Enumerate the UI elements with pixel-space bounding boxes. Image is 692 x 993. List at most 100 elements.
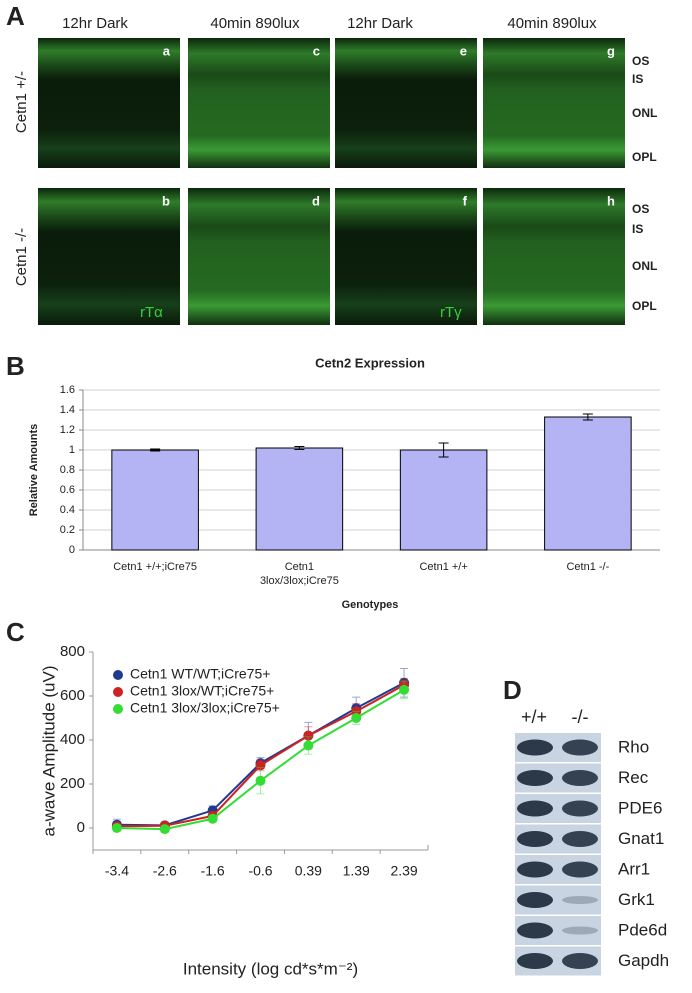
x-tick-label: 2.39 bbox=[390, 863, 417, 879]
y-tick-label: 0.6 bbox=[60, 484, 75, 496]
protein-label: Arr1 bbox=[618, 859, 650, 878]
micrograph bbox=[188, 188, 330, 325]
legend-label: Cetn1 3lox/WT;iCre75+ bbox=[130, 683, 274, 699]
band bbox=[517, 800, 553, 817]
band bbox=[517, 831, 553, 847]
chart-title: Cetn2 Expression bbox=[315, 355, 425, 370]
protein-label: Gapdh bbox=[618, 951, 669, 970]
x-tick-label: 0.39 bbox=[295, 863, 322, 879]
legend-marker bbox=[113, 687, 123, 697]
error-bar bbox=[582, 413, 593, 421]
band bbox=[562, 739, 598, 756]
band bbox=[562, 831, 598, 847]
band bbox=[517, 739, 553, 756]
data-point bbox=[303, 740, 314, 751]
micrograph bbox=[38, 188, 180, 325]
protein-label: Pde6d bbox=[618, 920, 667, 939]
protein-label: Gnat1 bbox=[618, 829, 664, 848]
x-tick-label: 1.39 bbox=[343, 863, 370, 879]
stain-label: rTγ bbox=[440, 304, 462, 321]
data-point bbox=[159, 824, 170, 835]
micrograph bbox=[483, 188, 625, 325]
y-tick-label: 600 bbox=[60, 687, 85, 704]
layer-label: IS bbox=[632, 72, 643, 86]
x-tick-label: -1.6 bbox=[201, 863, 225, 879]
panel-label: D bbox=[503, 675, 522, 705]
y-tick-label: 1 bbox=[69, 444, 75, 456]
column-header: +/+ bbox=[521, 707, 547, 727]
data-point bbox=[351, 713, 362, 723]
protein-label: Grk1 bbox=[618, 890, 655, 909]
legend-marker bbox=[113, 704, 123, 714]
panel-label: A bbox=[6, 1, 25, 31]
legend-label: Cetn1 WT/WT;iCre75+ bbox=[130, 666, 270, 682]
y-tick-label: 0.8 bbox=[60, 464, 75, 476]
panel-d: D +/+ -/- Rho Rec PDE6 Gnat1 Arr1 Grk1 Pde6d Ga… bbox=[503, 675, 669, 976]
column-header: 40min 890lux bbox=[507, 15, 597, 32]
image-letter: e bbox=[460, 43, 467, 58]
layer-label: ONL bbox=[632, 259, 657, 273]
y-tick-label: 800 bbox=[60, 643, 85, 660]
bar bbox=[255, 447, 344, 551]
band bbox=[517, 953, 553, 969]
image-letter: d bbox=[312, 193, 320, 208]
y-tick-label: 1.6 bbox=[60, 384, 75, 396]
legend-label: Cetn1 3lox/3lox;iCre75+ bbox=[130, 700, 280, 716]
micrograph bbox=[38, 38, 180, 168]
x-tick-label: Cetn1 -/- bbox=[566, 561, 609, 573]
image-letter: g bbox=[607, 43, 615, 58]
image-letter: b bbox=[162, 193, 170, 208]
y-axis-label: a-wave Amplitude (uV) bbox=[39, 665, 58, 836]
panel-label: C bbox=[6, 617, 25, 647]
row-label: Cetn1 +/- bbox=[13, 71, 30, 133]
y-tick-label: 1.4 bbox=[60, 404, 75, 416]
x-tick-label: Cetn1 +/+ bbox=[419, 561, 467, 573]
y-tick-label: 400 bbox=[60, 731, 85, 748]
x-tick-label: Cetn1 3lox/3lox;iCre75 bbox=[260, 561, 339, 587]
image-letter: f bbox=[463, 193, 468, 208]
panel-a: A 12hr Dark 40min 890lux 12hr Dark 40min… bbox=[6, 1, 657, 325]
y-tick-label: 0 bbox=[69, 544, 75, 556]
y-tick-label: 0.2 bbox=[60, 524, 75, 536]
micrographs bbox=[38, 38, 625, 325]
column-header: -/- bbox=[572, 707, 589, 727]
x-axis-label: Intensity (log cd*s*m⁻²) bbox=[183, 959, 358, 978]
band bbox=[562, 896, 598, 904]
protein-label: PDE6 bbox=[618, 798, 662, 817]
x-tick-label: -2.6 bbox=[153, 863, 177, 879]
protein-label: Rho bbox=[618, 737, 649, 756]
y-tick-label: 200 bbox=[60, 775, 85, 792]
data-point bbox=[255, 760, 266, 771]
data-point bbox=[399, 684, 410, 695]
layer-label: ONL bbox=[632, 106, 657, 120]
error-bar bbox=[294, 446, 305, 450]
band bbox=[517, 861, 553, 878]
x-axis-label: Genotypes bbox=[342, 599, 399, 611]
y-tick-label: 0.4 bbox=[60, 504, 75, 516]
x-tick-label: Cetn1 +/+;iCre75 bbox=[113, 561, 197, 573]
layer-label: IS bbox=[632, 222, 643, 236]
error-bar bbox=[438, 442, 449, 458]
band bbox=[517, 922, 553, 939]
band bbox=[562, 770, 598, 786]
x-tick-label: -3.4 bbox=[105, 863, 129, 879]
layer-label: OPL bbox=[632, 299, 657, 313]
layer-label: OS bbox=[632, 54, 649, 68]
micrograph bbox=[483, 38, 625, 168]
legend-marker bbox=[113, 670, 123, 680]
panel-label: B bbox=[6, 351, 25, 381]
band bbox=[562, 861, 598, 878]
layer-label: OS bbox=[632, 202, 649, 216]
bar bbox=[544, 416, 632, 551]
column-header: 12hr Dark bbox=[62, 15, 128, 32]
image-letter: c bbox=[313, 43, 320, 58]
band bbox=[562, 800, 598, 817]
data-point bbox=[255, 775, 266, 786]
x-tick-label: -0.6 bbox=[248, 863, 272, 879]
column-header: 12hr Dark bbox=[347, 15, 413, 32]
bar bbox=[399, 449, 488, 551]
error-bar bbox=[150, 448, 161, 452]
band bbox=[517, 892, 553, 908]
micrograph bbox=[335, 38, 477, 168]
